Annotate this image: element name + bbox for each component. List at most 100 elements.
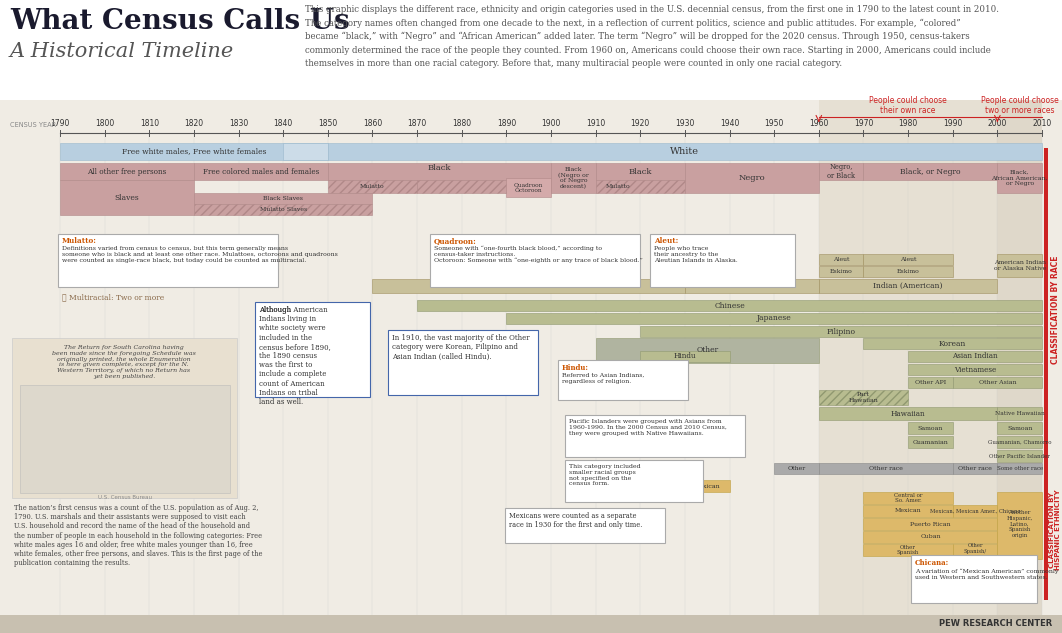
Bar	[194, 163, 328, 180]
Bar	[650, 234, 795, 287]
Bar	[0, 615, 1062, 633]
Bar	[997, 254, 1042, 277]
Text: A variation of “Mexican American” commonly
used in Western and Southwestern stat: A variation of “Mexican American” common…	[915, 569, 1059, 580]
Bar	[953, 377, 1042, 388]
Text: Asian Indian: Asian Indian	[953, 353, 998, 361]
Bar	[551, 163, 596, 193]
Text: CLASSIFICATION BY RACE: CLASSIFICATION BY RACE	[1050, 256, 1060, 364]
Bar	[863, 531, 997, 543]
Bar	[908, 364, 1042, 375]
Text: Guamanian: Guamanian	[912, 439, 948, 444]
Text: 1990: 1990	[943, 119, 962, 128]
Bar	[565, 460, 703, 502]
Bar	[507, 313, 1042, 324]
Bar	[417, 180, 551, 193]
Text: Negro: Negro	[738, 174, 766, 182]
Text: Referred to Asian Indians,
regardless of religion.: Referred to Asian Indians, regardless of…	[562, 373, 645, 384]
Text: Part
Hawaiian: Part Hawaiian	[849, 392, 878, 403]
Bar	[863, 254, 953, 265]
Bar	[20, 385, 230, 493]
Text: 1950: 1950	[765, 119, 784, 128]
Text: 1800: 1800	[95, 119, 115, 128]
Text: What Census Calls Us: What Census Calls Us	[10, 8, 349, 35]
Text: ☐ Multiracial: Two or more: ☐ Multiracial: Two or more	[62, 293, 165, 301]
Text: Black Slaves: Black Slaves	[263, 196, 303, 201]
Text: 2010: 2010	[1032, 119, 1051, 128]
Bar	[284, 143, 328, 160]
Bar	[953, 463, 997, 474]
Text: White: White	[670, 147, 700, 156]
Text: Black, or Negro: Black, or Negro	[901, 168, 961, 175]
Bar	[255, 302, 370, 397]
Bar	[640, 326, 1042, 337]
Bar	[328, 180, 417, 193]
Text: Chicana:: Chicana:	[915, 559, 949, 567]
Text: Eskimo: Eskimo	[896, 269, 920, 274]
Text: Definitions varied from census to census, but this term generally means
someone : Definitions varied from census to census…	[62, 246, 338, 263]
Text: 1960: 1960	[809, 119, 828, 128]
Text: Vietnamese: Vietnamese	[954, 365, 996, 373]
Text: 1970: 1970	[854, 119, 873, 128]
Text: Chinese: Chinese	[714, 301, 744, 310]
Bar	[997, 492, 1042, 559]
Text: Aleut:: Aleut:	[654, 237, 679, 245]
Bar	[0, 0, 1062, 100]
Text: Other
Spanish: Other Spanish	[897, 544, 920, 555]
Text: People could choose
their own race: People could choose their own race	[869, 96, 947, 115]
Text: 1830: 1830	[229, 119, 249, 128]
Bar	[1044, 148, 1048, 573]
Bar	[59, 163, 194, 180]
Text: 1910: 1910	[586, 119, 605, 128]
Text: A Historical Timeline: A Historical Timeline	[10, 42, 235, 61]
Text: Hindu: Hindu	[673, 353, 697, 361]
Text: 1980: 1980	[898, 119, 918, 128]
Bar	[819, 254, 863, 265]
Text: Mulatto: Mulatto	[605, 184, 631, 189]
Text: Samoan: Samoan	[1007, 425, 1032, 430]
Bar	[997, 450, 1042, 462]
Text: Mexicans were counted as a separate
race in 1930 for the first and only time.: Mexicans were counted as a separate race…	[509, 512, 643, 529]
Bar	[685, 279, 819, 293]
Bar	[417, 300, 1042, 311]
Bar	[953, 505, 997, 517]
Text: Aleut: Aleut	[833, 257, 850, 262]
Bar	[194, 193, 373, 204]
Text: People could choose
two or more races: People could choose two or more races	[981, 96, 1059, 115]
Text: Quadroon
Octoroon: Quadroon Octoroon	[514, 182, 544, 193]
Text: This graphic displays the different race, ethnicity and origin categories used i: This graphic displays the different race…	[305, 5, 999, 68]
Text: Someone with “one-fourth black blood,” according to
census-taker instructions.
O: Someone with “one-fourth black blood,” a…	[434, 246, 643, 263]
Text: 1850: 1850	[319, 119, 338, 128]
Bar	[596, 163, 685, 180]
Bar	[863, 505, 953, 517]
Text: Black: Black	[428, 165, 451, 173]
Text: Other
Spanish/
Hispanic: Other Spanish/ Hispanic	[963, 543, 987, 560]
Text: Eskimo: Eskimo	[829, 269, 853, 274]
Bar	[911, 555, 1037, 603]
Bar	[565, 415, 746, 457]
Text: Guamanian, Chamorro: Guamanian, Chamorro	[988, 439, 1051, 444]
Text: U.S. Census Bureau: U.S. Census Bureau	[98, 495, 152, 500]
Text: People who trace
their ancestry to the
Aleutian Islands in Alaska.: People who trace their ancestry to the A…	[654, 246, 738, 263]
Bar	[997, 163, 1042, 193]
Bar	[430, 234, 640, 287]
Bar	[328, 163, 551, 180]
Text: 1870: 1870	[408, 119, 427, 128]
Text: Other Asian: Other Asian	[978, 380, 1016, 385]
Text: 1880: 1880	[452, 119, 472, 128]
Text: Hawaiian: Hawaiian	[891, 410, 925, 418]
Text: Black,
African American,
or Negro: Black, African American, or Negro	[992, 170, 1048, 186]
Text: Other API: Other API	[914, 380, 946, 385]
Bar	[819, 463, 953, 474]
Text: Mexican: Mexican	[693, 484, 720, 489]
Text: 1920: 1920	[631, 119, 650, 128]
Bar	[558, 360, 688, 400]
Bar	[819, 279, 997, 293]
Text: Mexican, Mexican Amer., Chicano: Mexican, Mexican Amer., Chicano	[929, 508, 1021, 513]
Bar	[58, 234, 278, 287]
Bar	[997, 463, 1042, 474]
Bar	[12, 338, 237, 498]
Bar	[640, 351, 730, 362]
Text: Aleut: Aleut	[900, 257, 917, 262]
Bar	[908, 436, 953, 448]
Text: Free white males, Free white females: Free white males, Free white females	[122, 147, 267, 156]
